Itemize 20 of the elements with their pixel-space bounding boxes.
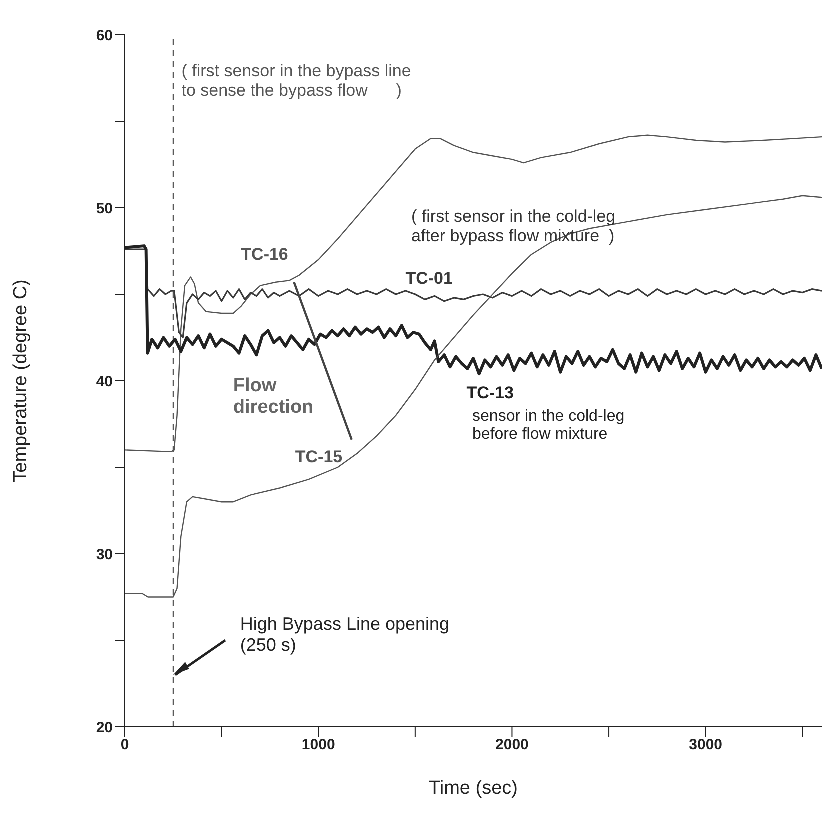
- y-tick-label: 50: [96, 200, 113, 218]
- annotation: Flow direction: [233, 375, 314, 418]
- x-tick-label: 1000: [302, 736, 336, 754]
- series-label: TC-13: [466, 383, 514, 402]
- x-tick-label: 3000: [689, 736, 723, 754]
- y-tick-label: 20: [96, 719, 113, 736]
- x-axis-title: Time (sec): [428, 778, 518, 799]
- y-tick-label: 40: [96, 373, 113, 390]
- x-tick-label: 0: [120, 736, 130, 754]
- y-tick-label: 30: [96, 546, 113, 564]
- y-axis-title: Temperature (degree C): [10, 280, 32, 482]
- line-series: [125, 195, 822, 598]
- series-label: TC-15: [295, 447, 343, 466]
- annotation: sensor in the cold-leg before flow mixture: [472, 408, 625, 444]
- x-tick-label: 2000: [496, 736, 529, 754]
- series-label: TC-01: [406, 269, 453, 288]
- ref-line-label: High Bypass Line opening (250 s): [240, 614, 450, 655]
- series-label: TC-16: [241, 244, 288, 264]
- y-tick-label: 60: [96, 27, 113, 44]
- annotation: ( first sensor in the bypass line to sense the bypass flow ): [182, 62, 412, 100]
